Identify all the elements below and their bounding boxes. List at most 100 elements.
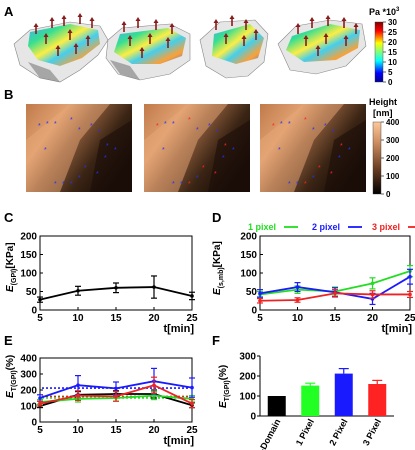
afm-marker: * xyxy=(96,171,99,178)
afm-image-3 xyxy=(260,104,366,192)
colorbar-a-tick-label: 10 xyxy=(388,58,397,67)
colorbar-a-tick-label: 0 xyxy=(388,78,393,87)
afm-marker: * xyxy=(312,175,315,182)
x-tick-label: 1 Pixel xyxy=(294,417,316,447)
plot-frame xyxy=(259,235,411,311)
x-tick-label: 5 xyxy=(37,313,43,324)
force-arrow-head xyxy=(73,43,79,47)
data-point xyxy=(333,291,337,296)
force-arrow-head xyxy=(229,15,235,19)
force-arrow-head xyxy=(223,33,229,37)
afm-marker: * xyxy=(98,129,101,136)
y-tick-label: 100 xyxy=(20,269,37,280)
afm-image-2 xyxy=(144,104,250,192)
colorbar-b: Height [nm] 400 300 200 100 0 xyxy=(369,97,400,199)
y-tick-label: 0 xyxy=(31,306,37,317)
force-arrow-head xyxy=(309,17,315,21)
force-arrow-head xyxy=(295,23,301,27)
x-tick-label: 15 xyxy=(110,425,122,436)
afm-marker: * xyxy=(164,121,167,128)
afm-marker: * xyxy=(312,127,315,134)
x-tick-label: 20 xyxy=(148,425,160,436)
data-point xyxy=(114,394,118,399)
data-point xyxy=(38,297,42,302)
x-axis-label: t[min] xyxy=(163,435,194,447)
afm-marker: * xyxy=(90,123,93,130)
panel-d-ylabel: E(s,mb)[KPa] xyxy=(212,241,225,295)
afm-marker: * xyxy=(84,165,87,172)
afm-marker: * xyxy=(114,147,117,154)
afm-marker: * xyxy=(78,175,81,182)
afm-marker: * xyxy=(46,121,49,128)
y-tick-label: 200 xyxy=(20,232,37,243)
data-point xyxy=(295,298,300,302)
force-arrow-head xyxy=(135,17,141,21)
x-tick-label: 15 xyxy=(329,313,341,324)
data-point xyxy=(76,393,80,398)
surface-plot-2 xyxy=(105,23,191,81)
force-arrow-head xyxy=(85,35,91,39)
afm-marker: * xyxy=(162,147,165,154)
bar xyxy=(301,385,320,416)
panel-c-label: C xyxy=(4,210,14,225)
panel-b-label: B xyxy=(4,87,13,102)
force-arrow-head xyxy=(253,29,259,33)
afm-marker: * xyxy=(196,175,199,182)
afm-marker: * xyxy=(156,123,159,130)
x-tick-label: 20 xyxy=(367,313,379,324)
force-arrow-head xyxy=(169,23,175,27)
data-point xyxy=(370,292,375,297)
afm-marker: * xyxy=(70,181,73,188)
force-arrow-head xyxy=(55,45,61,49)
y-tick-label: 200 xyxy=(240,232,257,243)
y-tick-label: 0 xyxy=(31,418,37,429)
force-arrow-head xyxy=(353,23,359,27)
afm-marker: * xyxy=(54,121,57,128)
afm-marker: * xyxy=(280,121,283,128)
x-tick-label: 10 xyxy=(72,425,84,436)
data-point xyxy=(258,291,262,296)
panel-e-ylabel: ET(GPI)(%) xyxy=(5,355,18,398)
afm-marker: * xyxy=(78,127,81,134)
x-tick-label: 10 xyxy=(72,313,84,324)
panel-d-plot: 0 50 100 150 200 5 10 15 20 25t[min] 1 pixel 2 pixe… xyxy=(240,222,415,335)
colorbar-a-tick-label: 25 xyxy=(388,28,397,37)
afm-markers: * * *** ****** * ****** * *** ****** * ****** * *** *… xyxy=(38,117,351,188)
afm-marker: * xyxy=(38,123,41,130)
force-arrow-head xyxy=(77,13,83,17)
force-arrow-head xyxy=(139,47,145,51)
x-tick-label: 25 xyxy=(404,313,415,324)
colorbar-a-tick-label: 20 xyxy=(388,38,397,47)
plot-frame xyxy=(39,235,193,311)
colorbar-a-unit: Pa *103 xyxy=(369,7,400,17)
force-arrow-head xyxy=(153,19,159,23)
afm-marker: * xyxy=(272,123,275,130)
afm-marker: * xyxy=(296,181,299,188)
force-arrows xyxy=(33,13,359,58)
y-tick-label: 50 xyxy=(26,287,38,298)
force-arrow-head xyxy=(323,33,329,37)
colorbar-a-tick-label: 5 xyxy=(388,68,393,77)
afm-marker: * xyxy=(324,123,327,130)
y-tick-label: 300 xyxy=(20,370,37,381)
afm-image-1 xyxy=(26,104,132,192)
x-tick-label: 2 Pixel xyxy=(327,417,349,447)
afm-marker: * xyxy=(222,155,225,162)
colorbar-a-tick-label: 30 xyxy=(388,18,397,27)
data-point xyxy=(152,383,156,388)
afm-marker: * xyxy=(288,181,291,188)
bar xyxy=(368,384,387,416)
colorbar-b-tick-label: 100 xyxy=(386,172,400,181)
surface-plot-3 xyxy=(199,19,269,79)
y-tick-label: 0 xyxy=(251,306,257,317)
panel-b: B * * *** ****** * ****** * *** ****** * ****** * **… xyxy=(4,87,400,199)
panel-e-plot: 0 100 200 300 400 5 10 15 20 25t[min] xyxy=(20,354,198,448)
afm-marker: * xyxy=(288,121,291,128)
afm-marker: * xyxy=(348,147,351,154)
data-point xyxy=(152,393,156,398)
afm-marker: * xyxy=(332,129,335,136)
